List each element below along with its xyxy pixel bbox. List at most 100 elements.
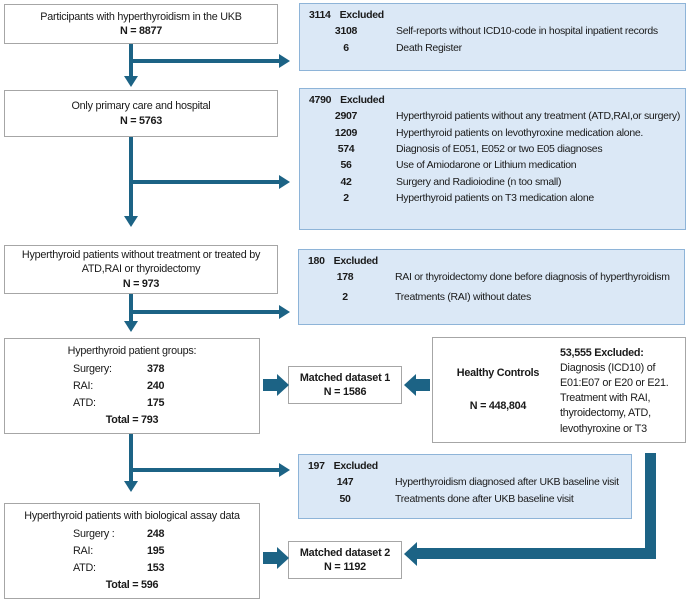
row-value: 240 [147, 379, 165, 392]
box-healthy-controls: Healthy Controls N = 448,804 53,555 Excl… [432, 337, 686, 443]
block-arrow-right-icon [277, 374, 289, 396]
excluded-count: 3114 [309, 9, 331, 21]
box-matched-dataset-2: Matched dataset 2 N = 1192 [288, 541, 402, 579]
healthy-controls-excluded: 53,555 Excluded: Diagnosis (ICD10) of E0… [554, 346, 676, 435]
healthy-excluded-title: 53,555 Excluded: [560, 347, 644, 359]
excluded-item: 50 Treatments done after UKB baseline vi… [305, 493, 627, 506]
box-matched-dataset-1: Matched dataset 1 N = 1586 [288, 366, 402, 404]
excluded-label: Excluded [340, 94, 385, 106]
excluded-180-header: 180 Excluded [305, 255, 680, 268]
excluded-item: 2 Treatments (RAI) without dates [305, 291, 680, 304]
patient-groups-rows: Surgery: 378 RAI: 240 ATD: 175 [73, 362, 191, 411]
row-label: ATD: [73, 562, 96, 575]
arrow-line-primary-down [129, 137, 133, 217]
healthy-controls-title: Healthy Controls [456, 366, 540, 379]
healthy-excluded-line: E01:E07 or E20 or E21. [560, 377, 669, 390]
block-arrow-groups-to-matched1 [263, 379, 277, 391]
excluded-item: 1209 Hyperthyroid patients on levothyrox… [306, 127, 681, 140]
matched2-n: N = 1192 [324, 561, 366, 573]
box-primary-care-text: Only primary care and hospital [71, 100, 211, 113]
box-primary-care: Only primary care and hospital N = 5763 [4, 90, 278, 137]
arrow-head-down-icon [124, 76, 138, 87]
box-patient-groups: Hyperthyroid patient groups: Surgery: 37… [4, 338, 260, 434]
item-text: Treatments (RAI) without dates [395, 290, 531, 303]
excluded-item: 2907 Hyperthyroid patients without any t… [306, 110, 681, 123]
excluded-label: Excluded [333, 255, 379, 267]
item-text: Hyperthyroid patients on T3 medication a… [396, 191, 594, 204]
box-no-treatment-line1: Hyperthyroid patients without treatment … [21, 249, 261, 262]
excluded-box-3114: 3114 Excluded 3108 Self-reports without … [299, 3, 686, 71]
item-text: RAI or thyroidectomy done before diagnos… [395, 271, 670, 284]
healthy-excluded-line: Diagnosis (ICD10) of [560, 362, 656, 375]
box-bio-assay: Hyperthyroid patients with biological as… [4, 503, 260, 599]
item-count: 6 [343, 41, 349, 54]
item-count: 178 [336, 271, 354, 284]
arrow-head-down-icon [124, 321, 138, 332]
excluded-box-4790: 4790 Excluded 2907 Hyperthyroid patients… [299, 88, 686, 230]
matched1-n: N = 1586 [323, 386, 367, 398]
excluded-count: 180 [308, 255, 325, 267]
row-value: 248 [147, 527, 165, 540]
excluded-label: Excluded [333, 460, 379, 472]
box-patient-groups-total: Total = 793 [105, 414, 159, 427]
arrow-line-notreatment-down [129, 294, 133, 322]
row-label: ATD: [73, 397, 96, 410]
connector-healthy-to-matched2-bar [417, 548, 656, 559]
item-text: Death Register [396, 41, 462, 54]
item-count: 2 [343, 191, 349, 204]
box-participants: Participants with hyperthyroidism in the… [4, 4, 278, 44]
item-text: Hyperthyroidism diagnosed after UKB base… [395, 476, 619, 489]
item-count: 56 [340, 159, 352, 172]
matched2-title: Matched dataset 2 [299, 546, 391, 559]
box-primary-care-n: N = 5763 [119, 114, 163, 127]
box-patient-groups-title: Hyperthyroid patient groups: [67, 345, 197, 358]
healthy-excluded-line: thyroidectomy, ATD, [560, 407, 651, 420]
box-no-treatment: Hyperthyroid patients without treatment … [4, 245, 278, 294]
arrow-line-groups-down [129, 434, 133, 482]
arrow-head-right-icon [279, 305, 290, 319]
box-participants-text: Participants with hyperthyroidism in the… [40, 10, 242, 23]
excluded-197-header: 197 Excluded [305, 460, 627, 473]
healthy-controls-n: N = 448,804 [469, 400, 527, 412]
box-no-treatment-line2: ATD,RAI or thyroidectomy [81, 263, 201, 276]
bio-assay-rows: Surgery : 248 RAI: 195 ATD: 153 [73, 527, 191, 576]
item-count: 147 [336, 476, 354, 489]
excluded-box-197: 197 Excluded 147 Hyperthyroidism diagnos… [298, 454, 632, 519]
excluded-label: Excluded [339, 9, 385, 21]
item-text: Diagnosis of E051, E052 or two E05 diagn… [396, 142, 603, 155]
row-value: 153 [147, 562, 165, 575]
item-count: 2 [342, 290, 348, 303]
excluded-count: 4790 [309, 94, 332, 106]
excluded-box-180: 180 Excluded 178 RAI or thyroidectomy do… [298, 249, 685, 325]
row-value: 195 [147, 544, 165, 557]
arrow-line-branch-excluded-4790 [131, 180, 279, 184]
block-arrow-right-icon [277, 547, 289, 569]
item-count: 42 [340, 175, 352, 188]
excluded-item: 2 Hyperthyroid patients on T3 medication… [306, 192, 681, 205]
healthy-controls-left: Healthy Controls N = 448,804 [442, 346, 554, 434]
excluded-4790-header: 4790 Excluded [306, 94, 681, 107]
row-label: Surgery: [73, 362, 112, 375]
healthy-excluded-line: levothyroxine or T3 [560, 422, 647, 435]
item-text: Treatments done after UKB baseline visit [395, 492, 574, 505]
excluded-item: 3108 Self-reports without ICD10-code in … [306, 25, 681, 38]
item-count: 2907 [334, 110, 358, 123]
box-participants-n: N = 8877 [119, 25, 163, 37]
excluded-item: 574 Diagnosis of E051, E052 or two E05 d… [306, 143, 681, 156]
row-label: RAI: [73, 379, 93, 392]
excluded-item: 42 Surgery and Radioiodine (n too small) [306, 176, 681, 189]
row-value: 378 [147, 362, 165, 375]
arrow-head-down-icon [124, 481, 138, 492]
item-text: Hyperthyroid patients without any treatm… [396, 110, 681, 123]
excluded-count: 197 [308, 460, 325, 472]
item-count: 3108 [334, 25, 358, 38]
block-arrow-left-icon [404, 374, 416, 396]
row-label: Surgery : [73, 527, 115, 540]
row-value: 175 [147, 397, 165, 410]
box-bio-assay-total: Total = 596 [105, 579, 159, 592]
block-arrow-left-icon [404, 542, 417, 566]
excluded-item: 56 Use of Amiodarone or Lithium medicati… [306, 159, 681, 172]
healthy-excluded-line: Treatment with RAI, [560, 392, 651, 405]
item-count: 50 [339, 492, 351, 505]
